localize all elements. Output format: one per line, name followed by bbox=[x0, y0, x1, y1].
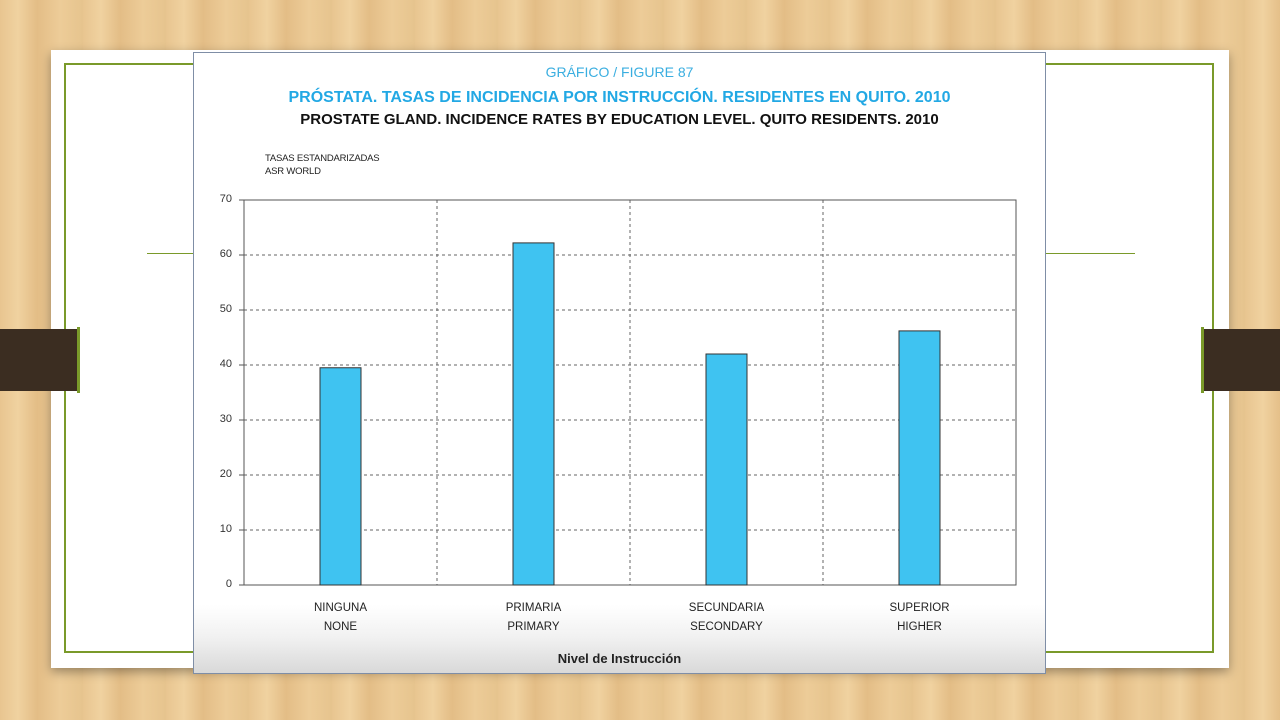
category-label-es: NINGUNA bbox=[313, 602, 368, 614]
y-tick-label: 0 bbox=[225, 578, 232, 590]
right-tab-decoration bbox=[1201, 327, 1280, 393]
bar-chart-plot bbox=[239, 199, 1017, 586]
bar-primary bbox=[512, 242, 555, 586]
y-tick-label: 20 bbox=[219, 468, 232, 480]
category-label-es: SECUNDARIA bbox=[688, 602, 765, 614]
category-label-es: SUPERIOR bbox=[889, 602, 950, 614]
category-label-en: HIGHER bbox=[897, 621, 942, 633]
chart-figure: GRÁFICO / FIGURE 87 PRÓSTATA. TASAS DE I… bbox=[193, 52, 1046, 674]
x-category-label: SECUNDARIA SECONDARY bbox=[667, 599, 787, 637]
chart-title-english: PROSTATE GLAND. INCIDENCE RATES BY EDUCA… bbox=[300, 111, 939, 128]
category-label-en: SECONDARY bbox=[690, 621, 763, 633]
y-tick-label: 60 bbox=[219, 248, 232, 260]
x-category-label: NINGUNA NONE bbox=[281, 599, 401, 637]
plot-border bbox=[243, 199, 1017, 586]
category-label-en: PRIMARY bbox=[507, 621, 560, 633]
y-tick-label: 40 bbox=[219, 358, 232, 370]
chart-title-spanish: PRÓSTATA. TASAS DE INCIDENCIA POR INSTRU… bbox=[288, 89, 951, 106]
category-label-es: PRIMARIA bbox=[505, 602, 562, 614]
y-axis-label-line2: ASR WORLD bbox=[265, 166, 321, 177]
y-tick-label: 10 bbox=[219, 523, 232, 535]
accent-line-right bbox=[1041, 253, 1135, 254]
x-category-label: PRIMARIA PRIMARY bbox=[474, 599, 594, 637]
y-tick-label: 70 bbox=[219, 193, 232, 205]
y-axis-label-line1: TASAS ESTANDARIZADAS bbox=[265, 153, 380, 164]
y-tick-label: 30 bbox=[219, 413, 232, 425]
bar-higher bbox=[898, 330, 941, 586]
x-axis-title: Nivel de Instrucción bbox=[557, 651, 682, 666]
x-category-label: SUPERIOR HIGHER bbox=[860, 599, 980, 637]
left-tab-decoration bbox=[0, 327, 80, 393]
figure-label: GRÁFICO / FIGURE 87 bbox=[545, 64, 694, 80]
y-tick-label: 50 bbox=[219, 303, 232, 315]
category-label-en: NONE bbox=[323, 621, 358, 633]
bar-secondary bbox=[705, 353, 748, 586]
bar-none bbox=[319, 367, 362, 586]
